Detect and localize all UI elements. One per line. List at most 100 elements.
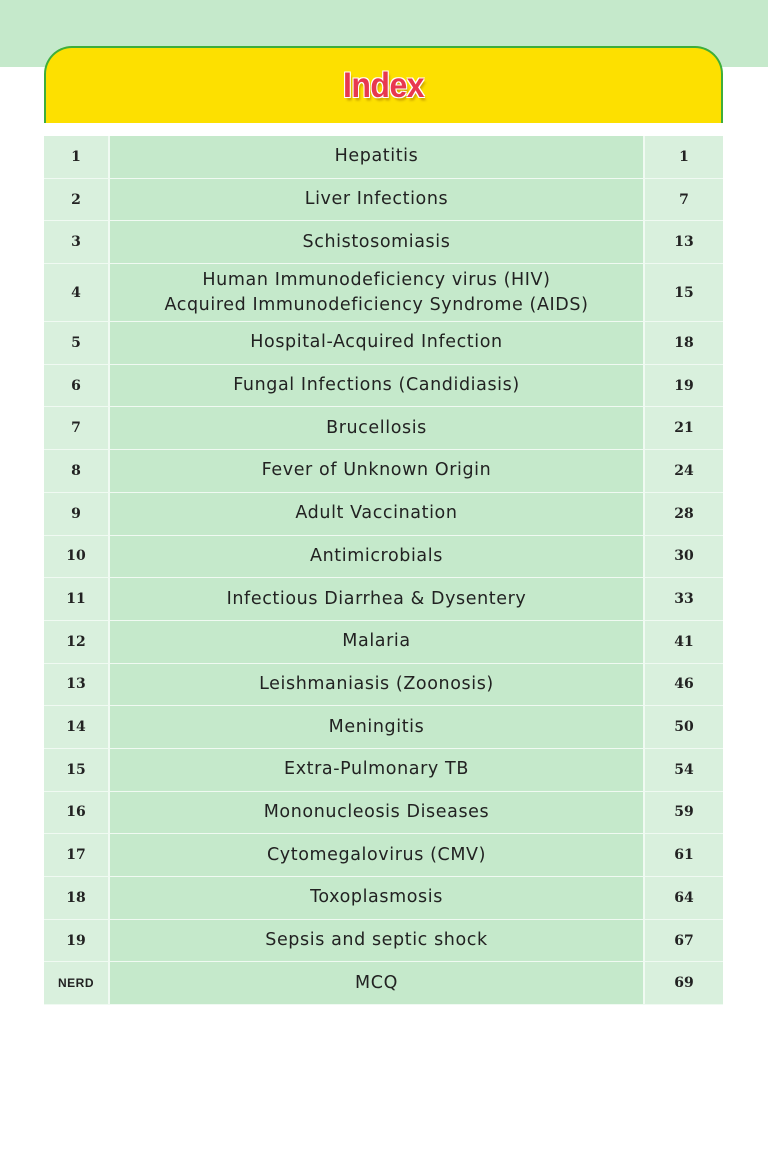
chapter-title[interactable]: Schistosomiasis bbox=[110, 221, 645, 264]
chapter-title-line: Schistosomiasis bbox=[302, 231, 451, 252]
chapter-number: 3 bbox=[44, 221, 110, 264]
chapter-title[interactable]: Toxoplasmosis bbox=[110, 877, 645, 919]
chapter-title-line: Hospital-Acquired Infection bbox=[250, 332, 503, 353]
chapter-title[interactable]: Mononucleosis Diseases bbox=[110, 791, 645, 834]
page-number: 24 bbox=[645, 450, 723, 492]
page-number: 7 bbox=[645, 178, 723, 221]
table-row[interactable]: NERD MCQ 69 bbox=[44, 962, 723, 1006]
page-number: 54 bbox=[645, 748, 723, 791]
chapter-title[interactable]: Adult Vaccination bbox=[110, 492, 645, 535]
chapter-title-line: Fungal Infections (Candidiasis) bbox=[233, 375, 520, 396]
page-number: 30 bbox=[645, 535, 723, 578]
chapter-title[interactable]: Hospital-Acquired Infection bbox=[110, 322, 645, 364]
chapter-title[interactable]: Human Immunodeficiency virus (HIV) Acquir… bbox=[110, 264, 645, 322]
chapter-title-line: MCQ bbox=[355, 972, 398, 993]
chapter-number: 1 bbox=[44, 136, 110, 178]
chapter-title-line: Hepatitis bbox=[334, 146, 419, 167]
chapter-title-line: Human Immunodeficiency virus (HIV) bbox=[202, 269, 551, 290]
chapter-number: 6 bbox=[44, 364, 110, 407]
table-row[interactable]: 11 Infectious Diarrhea & Dysentery 33 bbox=[44, 578, 723, 621]
table-row[interactable]: 6 Fungal Infections (Candidiasis) 19 bbox=[44, 364, 723, 408]
index-header: Index bbox=[44, 46, 723, 123]
chapter-title-line: Cytomegalovirus (CMV) bbox=[266, 844, 487, 865]
chapter-title[interactable]: Cytomegalovirus (CMV) bbox=[110, 834, 645, 876]
page-number: 1 bbox=[645, 136, 723, 178]
chapter-number: 13 bbox=[44, 663, 110, 706]
chapter-number: 4 bbox=[44, 264, 110, 322]
chapter-title[interactable]: MCQ bbox=[110, 962, 645, 1005]
page-number: 67 bbox=[645, 919, 723, 962]
page-number: 46 bbox=[645, 663, 723, 706]
page-number: 19 bbox=[645, 364, 723, 407]
table-row[interactable]: 7 Brucellosis 21 bbox=[44, 407, 723, 451]
chapter-number: 16 bbox=[44, 791, 110, 834]
chapter-title[interactable]: Fungal Infections (Candidiasis) bbox=[110, 364, 645, 407]
chapter-number: 15 bbox=[44, 748, 110, 791]
table-row[interactable]: 18 Toxoplasmosis 64 bbox=[44, 877, 723, 920]
page-number: 18 bbox=[645, 322, 723, 364]
page-title: Index bbox=[342, 65, 425, 105]
table-row[interactable]: 3 Schistosomiasis 13 bbox=[44, 221, 723, 265]
chapter-number: 19 bbox=[44, 919, 110, 962]
chapter-number: 10 bbox=[44, 535, 110, 578]
chapter-title-line: Malaria bbox=[342, 631, 411, 652]
chapter-number: 11 bbox=[44, 578, 110, 620]
chapter-number: 12 bbox=[44, 620, 110, 663]
index-table: 1 Hepatitis 1 2 Liver Infections 7 3 Schistosom… bbox=[44, 136, 723, 1006]
table-row[interactable]: 5 Hospital-Acquired Infection 18 bbox=[44, 322, 723, 365]
chapter-title-line: Sepsis and septic shock bbox=[265, 930, 488, 951]
chapter-title-line: Brucellosis bbox=[326, 417, 427, 438]
chapter-title[interactable]: Leishmaniasis (Zoonosis) bbox=[110, 663, 645, 706]
chapter-title[interactable]: Brucellosis bbox=[110, 407, 645, 450]
chapter-title-line: Liver Infections bbox=[304, 189, 449, 210]
table-row[interactable]: 16 Mononucleosis Diseases 59 bbox=[44, 791, 723, 835]
chapter-number: 2 bbox=[44, 178, 110, 221]
table-row[interactable]: 17 Cytomegalovirus (CMV) 61 bbox=[44, 834, 723, 877]
chapter-title-line: Extra-Pulmonary TB bbox=[284, 759, 469, 780]
table-row[interactable]: 12 Malaria 41 bbox=[44, 620, 723, 664]
page-number: 59 bbox=[645, 791, 723, 834]
chapter-title-line: Acquired Immunodeficiency Syndrome (AIDS… bbox=[164, 294, 589, 315]
chapter-number: 5 bbox=[44, 322, 110, 364]
table-row[interactable]: 13 Leishmaniasis (Zoonosis) 46 bbox=[44, 663, 723, 707]
nerd-logo: NERD bbox=[44, 962, 110, 1005]
table-row[interactable]: 9 Adult Vaccination 28 bbox=[44, 492, 723, 536]
chapter-title[interactable]: Fever of Unknown Origin bbox=[110, 450, 645, 492]
chapter-title[interactable]: Meningitis bbox=[110, 706, 645, 748]
chapter-title[interactable]: Extra-Pulmonary TB bbox=[110, 748, 645, 791]
chapter-number: 17 bbox=[44, 834, 110, 876]
table-row[interactable]: 10 Antimicrobials 30 bbox=[44, 535, 723, 579]
chapter-title-line: Fever of Unknown Origin bbox=[261, 460, 492, 481]
page-number: 61 bbox=[645, 834, 723, 876]
chapter-title[interactable]: Antimicrobials bbox=[110, 535, 645, 578]
page-number: 21 bbox=[645, 407, 723, 450]
chapter-title-line: Adult Vaccination bbox=[295, 503, 458, 524]
page-number: 15 bbox=[645, 264, 723, 322]
page-number: 50 bbox=[645, 706, 723, 748]
table-row[interactable]: 2 Liver Infections 7 bbox=[44, 178, 723, 222]
chapter-title[interactable]: Hepatitis bbox=[110, 136, 645, 178]
chapter-title[interactable]: Infectious Diarrhea & Dysentery bbox=[110, 578, 645, 620]
chapter-number: 8 bbox=[44, 450, 110, 492]
table-row[interactable]: 4 Human Immunodeficiency virus (HIV) Acqui… bbox=[44, 264, 723, 323]
table-row[interactable]: 15 Extra-Pulmonary TB 54 bbox=[44, 748, 723, 792]
chapter-number: 18 bbox=[44, 877, 110, 919]
page-number: 69 bbox=[645, 962, 723, 1005]
chapter-title[interactable]: Malaria bbox=[110, 620, 645, 663]
chapter-title[interactable]: Sepsis and septic shock bbox=[110, 919, 645, 962]
chapter-title-line: Toxoplasmosis bbox=[310, 887, 443, 908]
page-number: 64 bbox=[645, 877, 723, 919]
table-row[interactable]: 1 Hepatitis 1 bbox=[44, 136, 723, 179]
chapter-title-line: Meningitis bbox=[328, 716, 425, 737]
page-number: 41 bbox=[645, 620, 723, 663]
page-number: 28 bbox=[645, 492, 723, 535]
page-number: 33 bbox=[645, 578, 723, 620]
table-row[interactable]: 8 Fever of Unknown Origin 24 bbox=[44, 450, 723, 493]
chapter-number: 9 bbox=[44, 492, 110, 535]
page-number: 13 bbox=[645, 221, 723, 264]
table-row[interactable]: 19 Sepsis and septic shock 67 bbox=[44, 919, 723, 963]
chapter-title[interactable]: Liver Infections bbox=[110, 178, 645, 221]
table-row[interactable]: 14 Meningitis 50 bbox=[44, 706, 723, 749]
chapter-title-line: Mononucleosis Diseases bbox=[263, 801, 490, 822]
chapter-title-line: Leishmaniasis (Zoonosis) bbox=[259, 673, 494, 694]
